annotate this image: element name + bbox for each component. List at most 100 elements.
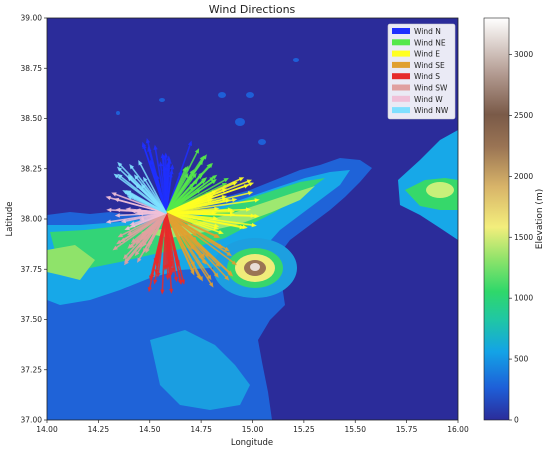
wind-arrow bbox=[165, 182, 252, 214]
legend-label: Wind NW bbox=[414, 106, 449, 115]
wind-arrow-head bbox=[160, 289, 165, 295]
wind-arrow-head bbox=[206, 274, 212, 281]
wind-arrow bbox=[137, 212, 167, 243]
wind-arrow-head bbox=[211, 174, 218, 180]
wind-arrow-head bbox=[231, 197, 238, 203]
y-tick-label: 37.25 bbox=[21, 365, 43, 374]
wind-arrow bbox=[165, 212, 235, 265]
colorbar-tick-label: 1500 bbox=[514, 233, 533, 242]
wind-arrows bbox=[105, 138, 260, 295]
wind-arrow bbox=[165, 164, 169, 213]
wind-arrow-head bbox=[127, 174, 133, 180]
wind-arrow-head bbox=[213, 223, 220, 228]
island-6 bbox=[159, 98, 165, 102]
wind-arrow-head bbox=[202, 154, 207, 160]
wind-arrow-head bbox=[182, 166, 187, 172]
wind-arrow-head bbox=[228, 271, 234, 277]
chart-title: Wind Directions bbox=[209, 3, 296, 16]
y-tick-label: 38.75 bbox=[21, 64, 43, 73]
wind-arrow-head bbox=[142, 241, 148, 248]
wind-arrow-head bbox=[129, 164, 135, 170]
wind-arrow-head bbox=[124, 225, 130, 231]
x-axis-ticks: 14.00 14.25 14.50 14.75 15.00 15.25 15.50 15.75… bbox=[36, 420, 469, 434]
wind-arrow-head bbox=[198, 276, 203, 282]
wind-arrow-head bbox=[173, 276, 179, 283]
wind-arrow bbox=[165, 182, 236, 214]
colorbar-tick-label: 2500 bbox=[514, 111, 533, 120]
wind-arrow bbox=[165, 212, 232, 276]
wind-arrow-head bbox=[145, 247, 150, 254]
wind-arrow-head bbox=[238, 177, 245, 182]
wind-arrow-head bbox=[187, 140, 193, 146]
legend-swatch bbox=[392, 28, 410, 34]
wind-arrow-head bbox=[225, 198, 231, 203]
wind-arrow-head bbox=[126, 230, 133, 236]
wind-arrow-head bbox=[120, 237, 126, 243]
x-axis-label: Longitude bbox=[231, 438, 273, 448]
wind-arrow-head bbox=[117, 173, 123, 179]
wind-arrow-head bbox=[212, 215, 219, 221]
wind-arrow-head bbox=[140, 231, 147, 237]
wind-arrow-head bbox=[149, 275, 154, 281]
wind-arrow bbox=[116, 198, 167, 214]
island-5 bbox=[293, 58, 299, 62]
land-west-lowland bbox=[47, 245, 95, 280]
legend-label: Wind E bbox=[414, 50, 440, 59]
wind-arrow bbox=[165, 164, 212, 214]
colorbar-tick-label: 2000 bbox=[514, 172, 533, 181]
wind-arrow bbox=[124, 190, 167, 214]
wind-arrow-head bbox=[169, 164, 175, 170]
wind-arrow bbox=[165, 150, 199, 214]
legend-entries: Wind N Wind NE Wind E Wind SE Wind S Wind SW W… bbox=[392, 27, 449, 115]
x-tick-label: 15.25 bbox=[293, 425, 315, 434]
wind-arrow-head bbox=[201, 177, 208, 183]
wind-arrow-head bbox=[232, 181, 238, 186]
wind-arrow bbox=[165, 212, 218, 238]
wind-arrow bbox=[165, 178, 206, 214]
wind-arrow-head bbox=[106, 207, 112, 213]
colorbar: 0 500 1000 1500 2000 2500 3000 Elevation (m) bbox=[483, 17, 545, 425]
y-tick-label: 37.75 bbox=[21, 265, 43, 274]
legend-swatch bbox=[392, 73, 410, 80]
wind-arrow-head bbox=[189, 267, 194, 274]
wind-arrow-head bbox=[138, 216, 145, 221]
legend-box bbox=[387, 23, 456, 120]
wind-arrow-head bbox=[246, 179, 253, 184]
wind-arrow-head bbox=[156, 272, 161, 278]
wind-arrow-head bbox=[114, 213, 120, 218]
x-tick-label: 14.00 bbox=[36, 425, 58, 434]
wind-arrow-head bbox=[123, 254, 129, 260]
wind-arrow-head bbox=[223, 177, 229, 183]
wind-arrow bbox=[146, 212, 167, 252]
x-tick-label: 14.75 bbox=[190, 425, 212, 434]
wind-arrow bbox=[165, 212, 182, 283]
wind-arrow-head bbox=[133, 174, 139, 180]
wind-arrow-head bbox=[142, 247, 148, 254]
legend-swatch bbox=[392, 107, 410, 114]
wind-arrow-head bbox=[142, 176, 148, 182]
wind-arrow-head bbox=[224, 246, 230, 252]
wind-arrow-head bbox=[248, 182, 255, 187]
wind-arrow-head bbox=[111, 192, 117, 197]
wind-arrow bbox=[166, 199, 257, 214]
legend-swatch bbox=[392, 39, 410, 46]
wind-arrow bbox=[125, 212, 167, 264]
wind-arrow-head bbox=[247, 191, 254, 196]
wind-arrow bbox=[166, 212, 233, 216]
wind-arrow-head bbox=[231, 260, 237, 266]
wind-arrow bbox=[165, 156, 206, 214]
wind-arrow-head bbox=[170, 267, 176, 273]
land-nebrodi-ridge bbox=[140, 186, 315, 238]
wind-arrow-head bbox=[227, 207, 233, 212]
wind-arrow bbox=[161, 212, 167, 292]
wind-arrow-head bbox=[207, 162, 213, 169]
legend-swatch bbox=[392, 61, 410, 68]
colorbar-bar bbox=[483, 17, 510, 421]
wind-arrow-head bbox=[178, 170, 183, 176]
wind-arrow-head bbox=[215, 261, 221, 268]
wind-arrow-head bbox=[147, 286, 153, 293]
legend-label: Wind W bbox=[414, 95, 443, 104]
wind-arrow-head bbox=[158, 161, 164, 167]
wind-arrow bbox=[149, 212, 167, 279]
